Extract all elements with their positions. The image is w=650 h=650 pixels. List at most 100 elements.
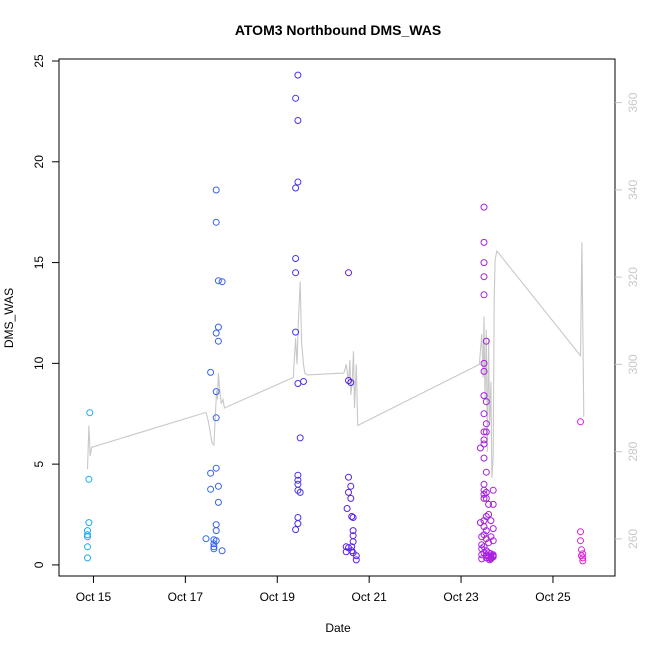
data-point <box>480 480 488 488</box>
data-point <box>294 71 302 79</box>
data-point <box>352 552 360 560</box>
data-point <box>212 186 220 194</box>
data-point <box>210 545 218 553</box>
data-point <box>352 556 360 564</box>
data-point <box>85 475 93 483</box>
data-point <box>294 514 302 521</box>
data-point <box>489 500 497 508</box>
plot-frame <box>58 58 616 577</box>
data-point <box>577 528 584 536</box>
y-axis-left: 0 5 10 15 20 25 <box>32 54 60 568</box>
data-point <box>294 486 302 494</box>
data-point <box>485 500 493 508</box>
data-point <box>482 468 490 476</box>
y-axis-right: 260 280 300 320 340 360 <box>615 92 640 549</box>
data-point <box>212 329 220 337</box>
x-tick-label: Oct 23 <box>443 590 479 604</box>
data-point <box>292 184 300 192</box>
data-point <box>480 367 488 375</box>
data-point <box>84 554 91 562</box>
data-point <box>214 498 222 506</box>
data-point <box>348 513 356 520</box>
data-point <box>294 520 302 528</box>
data-point <box>292 94 300 102</box>
data-point <box>214 337 222 345</box>
data-point <box>480 291 488 299</box>
data-point <box>294 471 302 479</box>
data-point <box>345 488 352 496</box>
data-point <box>84 531 91 539</box>
data-point <box>485 511 493 518</box>
data-point <box>480 436 488 444</box>
data-point <box>210 543 218 551</box>
x-tick-label: Oct 21 <box>351 590 387 604</box>
y-tick-label: 15 <box>32 256 46 270</box>
data-point <box>296 488 304 496</box>
y2-tick-label: 320 <box>626 267 640 287</box>
data-point <box>480 359 488 367</box>
y2-tick-label: 280 <box>626 441 640 461</box>
data-point <box>577 537 584 545</box>
data-point <box>480 392 488 400</box>
data-point <box>480 531 488 539</box>
data-point <box>489 553 497 561</box>
data-point <box>218 547 226 555</box>
data-point <box>482 494 490 502</box>
data-point <box>476 444 484 452</box>
data-point <box>212 464 220 472</box>
y-axis-label: DMS_WAS <box>2 288 16 348</box>
chart-title: ATOM3 Northbound DMS_WAS <box>235 22 441 38</box>
data-point <box>349 527 357 535</box>
data-point <box>579 554 587 562</box>
data-point <box>212 218 220 226</box>
data-point <box>347 379 355 386</box>
y-tick-label: 5 <box>32 460 46 467</box>
data-point <box>478 555 486 563</box>
data-point <box>212 521 220 529</box>
x-tick-label: Oct 25 <box>535 590 571 604</box>
data-point <box>487 517 495 525</box>
data-point <box>207 485 215 493</box>
data-point <box>343 505 351 512</box>
data-point <box>294 117 302 124</box>
data-point <box>294 480 302 488</box>
y-tick-label: 10 <box>32 356 46 370</box>
data-point <box>489 486 497 494</box>
data-point <box>212 537 220 545</box>
data-point <box>214 277 222 285</box>
data-point <box>480 410 488 418</box>
data-point <box>489 537 497 545</box>
data-point <box>578 546 585 554</box>
data-point <box>480 494 488 502</box>
x-tick-label: Oct 19 <box>260 590 296 604</box>
data-point <box>480 238 488 246</box>
line-series <box>86 242 585 478</box>
y-tick-label: 20 <box>32 155 46 169</box>
data-point <box>482 535 490 543</box>
x-tick-label: Oct 17 <box>168 590 204 604</box>
scatter-series <box>84 71 587 565</box>
data-point <box>480 273 488 281</box>
y2-tick-label: 300 <box>626 354 640 374</box>
data-point <box>579 550 587 558</box>
data-point <box>84 543 91 551</box>
data-point <box>84 533 91 541</box>
y-tick-label: 0 <box>32 561 46 568</box>
data-point <box>482 513 490 520</box>
x-axis-label: Date <box>325 621 351 635</box>
x-tick-label: Oct 15 <box>76 590 112 604</box>
data-point <box>300 378 307 385</box>
data-point <box>480 440 488 448</box>
data-point <box>212 414 220 422</box>
data-point <box>86 409 94 417</box>
data-point <box>482 428 490 436</box>
data-point <box>489 525 497 533</box>
data-point <box>292 526 300 534</box>
y-tick-label: 25 <box>32 54 46 68</box>
data-point <box>482 337 490 345</box>
data-point <box>347 494 355 502</box>
data-point <box>214 482 222 490</box>
data-point <box>478 541 486 549</box>
data-point <box>207 368 215 376</box>
series-line <box>86 242 585 478</box>
